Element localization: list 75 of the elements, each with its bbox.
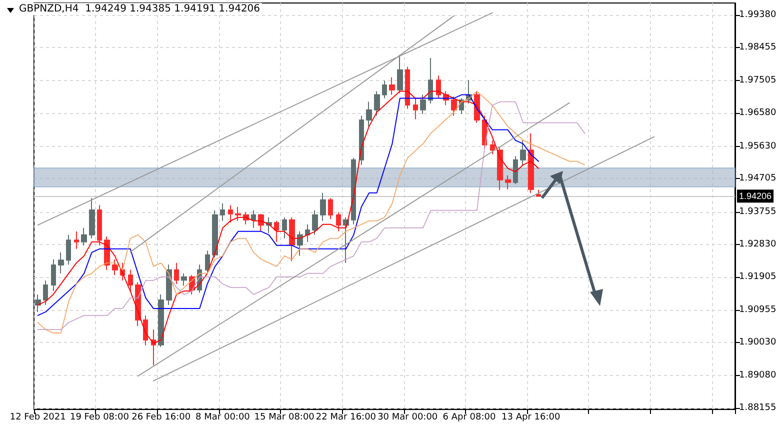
y-tick-label: 1.96580 [739, 108, 776, 118]
candlestick [74, 230, 79, 250]
candlestick [274, 220, 279, 242]
y-tick-label: 1.99380 [739, 10, 776, 20]
x-tick-label: 15 Mar 08:00 [254, 412, 315, 422]
y-tick-label: 1.92830 [739, 239, 776, 250]
candlestick [181, 272, 187, 286]
x-tick-label: 26 Feb 16:00 [132, 412, 191, 422]
ref-line-label: 1.94206 [739, 191, 772, 202]
candlestick [536, 189, 541, 198]
candlestick [112, 258, 118, 276]
y-tick-label: 1.90955 [739, 305, 776, 316]
candlestick [343, 216, 349, 264]
candlestick [320, 192, 326, 222]
candlestick [436, 75, 441, 99]
candlestick [58, 252, 64, 274]
candlestick [389, 76, 395, 96]
candlestick [336, 212, 341, 232]
candlestick [305, 224, 310, 242]
candlestick [289, 216, 295, 262]
candlestick [505, 174, 511, 190]
x-tick-label: 6 Apr 08:00 [442, 412, 496, 422]
candlestick [235, 206, 241, 222]
candlestick [513, 156, 518, 185]
x-tick-label: 19 Feb 08:00 [70, 412, 130, 422]
candlestick [35, 294, 41, 312]
candlestick [66, 234, 71, 266]
x-tick-label: 22 Mar 16:00 [316, 412, 376, 422]
candlestick [382, 80, 387, 99]
candlestick [205, 250, 210, 274]
candlestick [43, 280, 48, 306]
candlestick [81, 227, 87, 246]
candlestick [51, 258, 56, 292]
y-tick-label: 1.97505 [739, 76, 776, 86]
candlestick [220, 202, 225, 222]
y-tick-label: 1.95630 [739, 141, 776, 152]
candlestick [258, 213, 264, 232]
candlestick [428, 57, 433, 104]
candlestick [174, 262, 179, 284]
candlestick [490, 140, 495, 155]
y-tick-label: 1.89080 [739, 370, 776, 381]
x-tick-label: 8 Mar 00:00 [196, 412, 250, 422]
y-tick-label: 1.98455 [739, 42, 776, 52]
candlestick [413, 98, 418, 120]
candlestick [405, 66, 410, 110]
chart-title: GBPNZD,H4 1.94249 1.94385 1.94191 1.94206 [19, 4, 260, 14]
candlestick [374, 90, 380, 116]
candlestick [497, 146, 503, 191]
candlestick [451, 96, 457, 116]
candlestick [166, 264, 172, 306]
candlestick [212, 210, 218, 258]
candlestick [312, 210, 318, 236]
candlestick [328, 198, 333, 220]
candlestick [251, 210, 256, 228]
x-tick-label: 12 Feb 2021 [10, 412, 66, 422]
candlestick [89, 198, 95, 239]
y-tick-label: 1.90030 [739, 337, 776, 348]
candlestick [366, 101, 372, 127]
candlestick [128, 269, 133, 292]
candlestick [158, 294, 164, 348]
y-tick-label: 1.88155 [739, 403, 776, 414]
y-tick-label: 1.94705 [739, 174, 776, 184]
y-tick-label: 1.93755 [739, 206, 776, 217]
candlestick [420, 94, 426, 115]
candlestick [397, 54, 403, 94]
candlestick [297, 230, 303, 256]
y-tick-label: 1.91905 [739, 272, 776, 282]
candlestick [520, 140, 526, 166]
x-tick-label: 30 Mar 00:00 [378, 412, 438, 422]
x-tick-label: 13 Apr 16:00 [502, 412, 560, 422]
candlestick [228, 204, 233, 224]
candlestick [97, 204, 102, 246]
candlestick [282, 216, 287, 239]
candlestick [528, 132, 534, 194]
candlestick [351, 157, 356, 225]
